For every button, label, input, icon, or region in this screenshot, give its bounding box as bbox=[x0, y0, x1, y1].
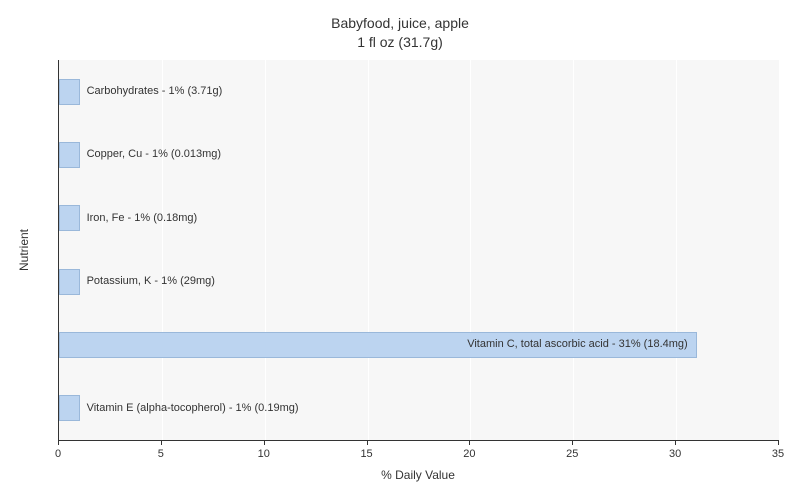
x-axis-title: % Daily Value bbox=[381, 468, 455, 482]
x-tick-mark bbox=[675, 440, 676, 445]
bar-label: Potassium, K - 1% (29mg) bbox=[87, 275, 215, 287]
bar bbox=[59, 395, 80, 421]
x-tick-label: 35 bbox=[772, 448, 784, 460]
x-tick-label: 25 bbox=[566, 448, 578, 460]
bar-label: Vitamin E (alpha-tocopherol) - 1% (0.19m… bbox=[87, 402, 299, 414]
chart-title-line2: 1 fl oz (31.7g) bbox=[0, 33, 800, 52]
bar bbox=[59, 142, 80, 168]
gridline bbox=[676, 60, 677, 440]
x-tick-mark bbox=[572, 440, 573, 445]
gridline bbox=[470, 60, 471, 440]
chart-title: Babyfood, juice, apple 1 fl oz (31.7g) bbox=[0, 0, 800, 52]
x-tick-label: 0 bbox=[55, 448, 61, 460]
bar-label: Carbohydrates - 1% (3.71g) bbox=[87, 85, 223, 97]
nutrition-chart: Babyfood, juice, apple 1 fl oz (31.7g) N… bbox=[0, 0, 800, 500]
x-tick-mark bbox=[469, 440, 470, 445]
x-tick-mark bbox=[264, 440, 265, 445]
plot-area bbox=[58, 60, 779, 441]
gridline bbox=[573, 60, 574, 440]
y-axis-title: Nutrient bbox=[17, 229, 31, 271]
bar bbox=[59, 205, 80, 231]
bar-label: Iron, Fe - 1% (0.18mg) bbox=[87, 212, 198, 224]
bar-label: Vitamin C, total ascorbic acid - 31% (18… bbox=[467, 338, 688, 350]
x-tick-label: 20 bbox=[463, 448, 475, 460]
gridline bbox=[368, 60, 369, 440]
bar-label: Copper, Cu - 1% (0.013mg) bbox=[87, 148, 222, 160]
gridline bbox=[779, 60, 780, 440]
bar bbox=[59, 79, 80, 105]
x-tick-mark bbox=[778, 440, 779, 445]
chart-title-line1: Babyfood, juice, apple bbox=[0, 14, 800, 33]
x-tick-label: 30 bbox=[669, 448, 681, 460]
gridline bbox=[265, 60, 266, 440]
bar bbox=[59, 269, 80, 295]
gridline bbox=[162, 60, 163, 440]
x-tick-mark bbox=[58, 440, 59, 445]
x-tick-mark bbox=[367, 440, 368, 445]
x-tick-label: 15 bbox=[360, 448, 372, 460]
x-tick-mark bbox=[161, 440, 162, 445]
x-tick-label: 5 bbox=[158, 448, 164, 460]
x-tick-label: 10 bbox=[258, 448, 270, 460]
